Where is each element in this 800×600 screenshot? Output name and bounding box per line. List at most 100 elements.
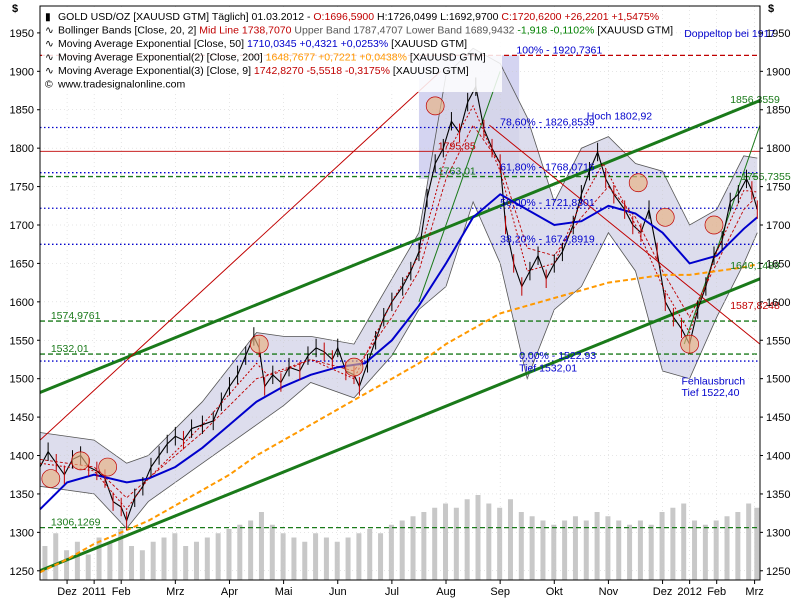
x-tick-label: Okt [546, 586, 563, 598]
volume-bar [64, 550, 70, 580]
y-tick-label: 1900 [10, 66, 34, 78]
series-ema200 [39, 263, 758, 574]
volume-bar [237, 524, 243, 580]
volume-bar [388, 524, 394, 580]
circle-marker [249, 334, 269, 354]
y-tick-label: 1400 [10, 451, 34, 463]
volume-bar [616, 520, 622, 580]
volume-bar [42, 546, 48, 580]
x-tick-label: Nov [599, 586, 619, 598]
annotation-label: 1856,3559 [730, 94, 780, 106]
circle-marker [344, 357, 364, 377]
y-tick-label: 1350 [766, 489, 790, 501]
volume-bar [248, 520, 254, 580]
volume-bar [562, 520, 568, 580]
annotation-label: Doppeltop bei 1917 [684, 28, 775, 40]
y-tick-label: 1700 [766, 220, 790, 232]
volume-bars [42, 495, 760, 580]
volume-bar [258, 512, 264, 580]
volume-bar [161, 537, 167, 580]
annotation-label: Tief 1532,01 [519, 362, 577, 374]
annotation-label: 1574,9761 [51, 310, 101, 322]
series-ema50 [39, 193, 758, 511]
volume-bar [670, 507, 676, 580]
annotation-label: 1795,85 [438, 140, 476, 152]
y-tick-label: 1600 [766, 297, 790, 309]
y-tick-label: 1350 [10, 489, 34, 501]
x-tick-label: 2011 [82, 586, 106, 598]
trend-lines [40, 70, 760, 573]
y-tick-label: 1850 [10, 105, 34, 117]
y-tick-label: 1650 [10, 258, 34, 270]
volume-bar [107, 541, 113, 580]
volume-bar [345, 537, 351, 580]
volume-bar [659, 512, 665, 580]
volume-bar [421, 512, 427, 580]
x-tick-label: Aug [436, 586, 456, 598]
circle-marker [680, 334, 699, 354]
series-bollinger_mid [39, 124, 758, 499]
annotation-label: 1587,8248 [730, 300, 780, 312]
legend-background [42, 8, 502, 92]
x-tick-label: Mrz [166, 586, 184, 598]
y-tick-label: 1500 [10, 374, 34, 386]
legend-segment: Moving Average Exponential(3) [Close, 9] [58, 65, 254, 77]
y-tick-label: 1250 [766, 566, 790, 578]
y-tick-label: 1750 [10, 182, 34, 194]
volume-bar [291, 537, 297, 580]
y-tick-label: 1950 [10, 28, 34, 40]
volume-bar [139, 550, 145, 580]
annotation-label: 1306,1269 [51, 517, 101, 529]
volume-bar [334, 541, 340, 580]
volume-bar [129, 546, 135, 580]
volume-bar [432, 507, 438, 580]
volume-bar [269, 524, 275, 580]
legend-row: Moving Average Exponential(2) [Close, 20… [58, 52, 486, 64]
volume-bar [453, 507, 459, 580]
wave-icon: ∿ [45, 52, 54, 64]
volume-bar [713, 520, 719, 580]
y-tick-label: 1250 [10, 566, 34, 578]
legend-segment: GOLD USD/OZ [XAUUSD GTM] Täglich] 01.03.… [58, 11, 313, 23]
x-tick-label: Apr [221, 586, 238, 598]
volume-bar [507, 499, 513, 580]
legend-segment: 1648,7677 +0,7221 +0,0438% [266, 52, 410, 64]
wave-icon: ∿ [45, 65, 54, 77]
volume-bar [399, 520, 405, 580]
legend-row: Moving Average Exponential(3) [Close, 9]… [58, 65, 469, 77]
bollinger-area [40, 48, 758, 529]
legend-segment: [XAUUSD GTM] [391, 38, 467, 50]
volume-bar [464, 499, 470, 580]
y-tick-label: 1550 [10, 335, 34, 347]
volume-bar [443, 503, 449, 580]
y-tick-label: 1950 [766, 28, 790, 40]
copyright-icon: © [45, 79, 53, 91]
y-axis-unit-label: $ [768, 3, 774, 15]
legend-segment: 1742,8270 -5,5518 -0,3175% [254, 65, 393, 77]
y-tick-label: 1500 [766, 374, 790, 386]
volume-bar [605, 516, 611, 580]
volume-bar [518, 512, 524, 580]
volume-bar [96, 537, 102, 580]
wave-icon: ∿ [45, 25, 54, 37]
x-tick-label: Jun [329, 586, 347, 598]
volume-bar [735, 512, 741, 580]
y-tick-label: 1600 [10, 297, 34, 309]
annotation-label: 1755,7355 [741, 171, 791, 183]
x-tick-label: Dez [57, 586, 77, 598]
legend-segment: Upper Band 1787,4707 Lower Band 1689,943… [294, 25, 517, 37]
y-tick-label: 1300 [766, 527, 790, 539]
volume-bar [204, 537, 210, 580]
legend: ▮ GOLD USD/OZ [XAUUSD GTM] Täglich] 01.03… [42, 8, 673, 92]
volume-bar [551, 524, 557, 580]
plot-border [39, 5, 761, 581]
volume-bar [53, 533, 59, 580]
annotation-label: 1640,1489 [730, 260, 780, 272]
legend-row: Moving Average Exponential [Close, 50] 1… [58, 38, 467, 50]
volume-bar [410, 516, 416, 580]
volume-bar [367, 529, 373, 580]
x-axis: Dez 2011 Feb Mrz Apr Mai Jun Jul Aug Sep Okt Nov Dez… [57, 580, 764, 598]
circle-marker [628, 173, 648, 193]
legend-segment: [XAUUSD GTM] [393, 65, 469, 77]
series-close [39, 85, 758, 523]
